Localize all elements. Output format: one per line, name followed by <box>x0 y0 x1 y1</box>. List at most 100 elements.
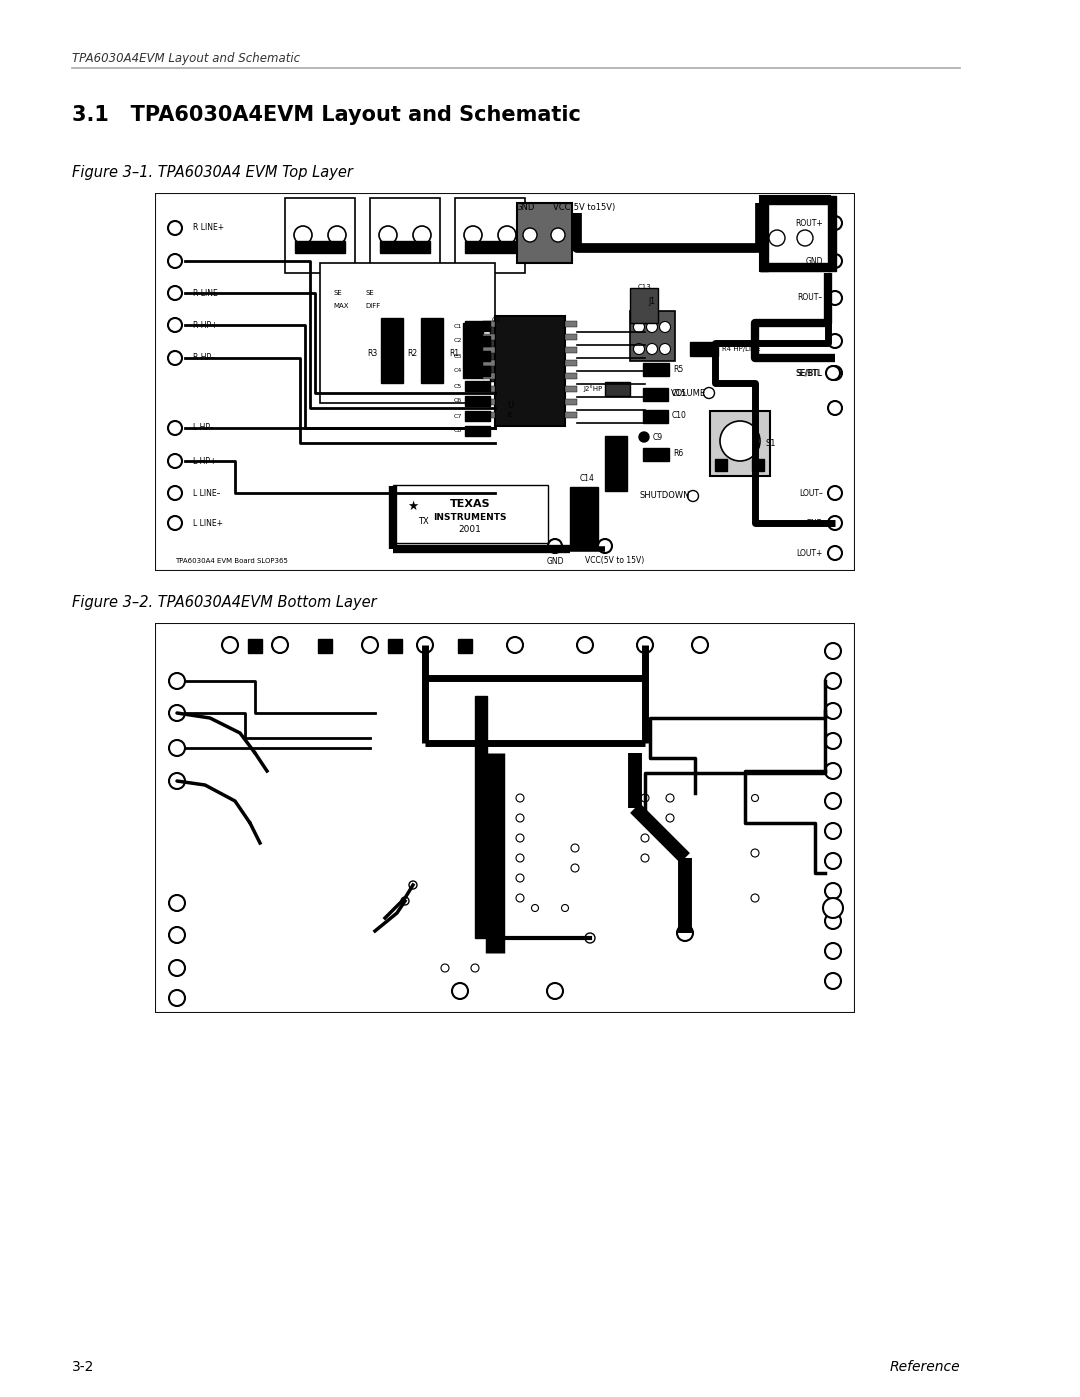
Text: SHUTDOWN: SHUTDOWN <box>639 492 690 500</box>
Text: LOUT–: LOUT– <box>799 489 823 497</box>
Circle shape <box>362 637 378 652</box>
Circle shape <box>666 793 674 802</box>
Circle shape <box>639 432 649 441</box>
Circle shape <box>491 834 499 842</box>
Circle shape <box>823 898 843 918</box>
Circle shape <box>797 231 813 246</box>
Bar <box>643 388 669 401</box>
Circle shape <box>577 637 593 652</box>
Bar <box>465 426 490 436</box>
Bar <box>605 381 630 395</box>
Bar <box>495 316 565 426</box>
Bar <box>285 198 355 272</box>
Circle shape <box>647 344 658 355</box>
Circle shape <box>551 228 565 242</box>
Circle shape <box>168 740 185 756</box>
Bar <box>570 488 598 549</box>
Circle shape <box>272 637 288 652</box>
Circle shape <box>491 894 499 902</box>
Bar <box>605 436 627 490</box>
Circle shape <box>825 733 841 749</box>
Circle shape <box>828 546 842 560</box>
Circle shape <box>828 291 842 305</box>
Text: TEXAS: TEXAS <box>449 499 490 509</box>
Circle shape <box>647 321 658 332</box>
Circle shape <box>828 401 842 415</box>
Text: C15: C15 <box>672 390 687 398</box>
Text: SE: SE <box>333 291 341 296</box>
Bar <box>565 386 577 393</box>
Bar <box>483 400 495 405</box>
Bar <box>455 198 525 272</box>
Circle shape <box>523 228 537 242</box>
Circle shape <box>401 897 409 905</box>
Text: SE/BTL: SE/BTL <box>797 369 823 377</box>
Bar <box>643 448 669 461</box>
Circle shape <box>828 334 842 348</box>
Bar <box>388 638 402 652</box>
Circle shape <box>168 454 183 468</box>
Bar <box>475 696 487 937</box>
Bar <box>760 263 831 271</box>
Bar <box>465 395 490 407</box>
Circle shape <box>828 217 842 231</box>
Text: R1: R1 <box>449 348 459 358</box>
Bar <box>643 363 669 376</box>
Bar <box>465 411 490 420</box>
Text: R LINE+: R LINE+ <box>193 224 225 232</box>
Bar <box>465 242 515 253</box>
Circle shape <box>825 643 841 659</box>
Text: R3: R3 <box>367 348 377 358</box>
Text: R2: R2 <box>407 348 417 358</box>
Circle shape <box>516 834 524 842</box>
Bar <box>483 360 495 366</box>
Bar <box>318 638 332 652</box>
Bar <box>565 346 577 353</box>
Bar <box>565 321 577 327</box>
Text: ★: ★ <box>407 500 419 513</box>
Text: C8: C8 <box>454 429 462 433</box>
Bar <box>483 412 495 418</box>
Bar <box>490 321 508 381</box>
Bar <box>760 196 831 204</box>
Text: +: + <box>583 479 591 488</box>
Circle shape <box>548 539 562 553</box>
Circle shape <box>168 990 185 1006</box>
Circle shape <box>642 793 649 802</box>
Text: C10: C10 <box>672 412 687 420</box>
Circle shape <box>168 928 185 943</box>
Bar <box>752 460 764 471</box>
Text: VCC(5V to 15V): VCC(5V to 15V) <box>585 556 645 566</box>
Bar <box>370 198 440 272</box>
Circle shape <box>491 875 499 882</box>
Text: R HP–: R HP– <box>193 353 215 362</box>
Bar <box>517 203 572 263</box>
Bar <box>483 386 495 393</box>
Circle shape <box>703 387 715 398</box>
Text: R6: R6 <box>673 450 684 458</box>
Circle shape <box>168 515 183 529</box>
Circle shape <box>453 983 468 999</box>
Circle shape <box>168 319 183 332</box>
Circle shape <box>546 983 563 999</box>
Text: C6: C6 <box>454 398 462 404</box>
Text: R4 HP/LINE: R4 HP/LINE <box>723 346 760 352</box>
Circle shape <box>168 895 185 911</box>
Text: S1: S1 <box>765 440 775 448</box>
Text: TPA6030A4EVM Layout and Schematic: TPA6030A4EVM Layout and Schematic <box>72 52 300 66</box>
Bar <box>465 351 490 360</box>
Circle shape <box>168 486 183 500</box>
Circle shape <box>571 844 579 852</box>
Circle shape <box>598 539 612 553</box>
Circle shape <box>828 366 842 380</box>
Text: LOUT+: LOUT+ <box>797 549 823 557</box>
Circle shape <box>441 964 449 972</box>
Text: Reference: Reference <box>889 1361 960 1375</box>
Text: R HP+: R HP+ <box>193 320 217 330</box>
Bar <box>565 412 577 418</box>
Circle shape <box>168 420 183 434</box>
Circle shape <box>666 814 674 821</box>
Text: C4: C4 <box>454 369 462 373</box>
Text: E: E <box>508 412 512 418</box>
Text: INSTRUMENTS: INSTRUMENTS <box>433 513 507 521</box>
